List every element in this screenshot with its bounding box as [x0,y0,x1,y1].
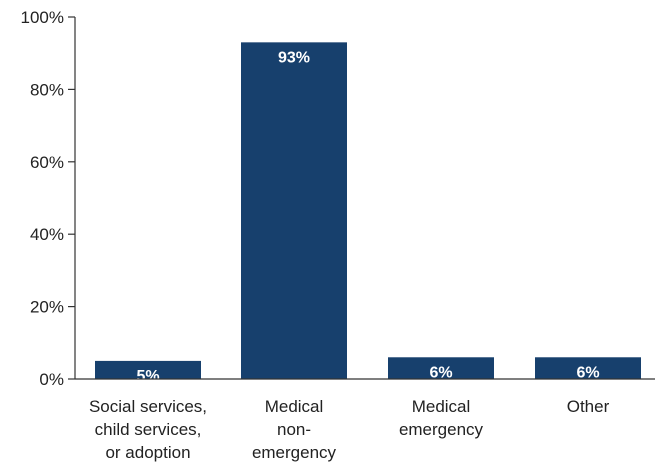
data-label: 6% [429,364,452,381]
category-label-line: Medical [412,397,471,416]
category-label-line: Other [567,397,610,416]
data-label: 93% [278,49,310,66]
category-label-line: emergency [252,443,337,462]
category-label-line: non- [277,420,311,439]
y-tick-label: 60% [30,153,64,172]
data-label: 5% [136,368,159,385]
x-axis: Social services, child services, or adopti… [75,378,655,462]
y-tick-label: 40% [30,225,64,244]
category-label-line: child services, [95,420,202,439]
y-tick-label: 100% [21,8,64,27]
category-label: Medical non-emergency [252,397,337,462]
category-label-line: emergency [399,420,484,439]
category-label-line: or adoption [105,443,190,462]
bar [241,42,347,380]
bar [535,357,641,379]
category-label: Other [567,397,610,416]
category-label-line: Social services, [89,397,207,416]
category-label: Medical emergency [399,397,484,439]
y-tick-label: 0% [39,370,64,389]
bar [388,357,494,379]
data-label: 6% [576,364,599,381]
y-tick-label: 20% [30,298,64,317]
category-label: Social services, child services, or adopti… [89,397,207,462]
bars: 5% 93% 6% 6% [95,42,641,385]
bar [95,360,201,379]
category-label-line: Medical [265,397,324,416]
y-axis: 0% 20% 40% 60% 80% 100% [21,8,76,389]
y-tick-label: 80% [30,80,64,99]
